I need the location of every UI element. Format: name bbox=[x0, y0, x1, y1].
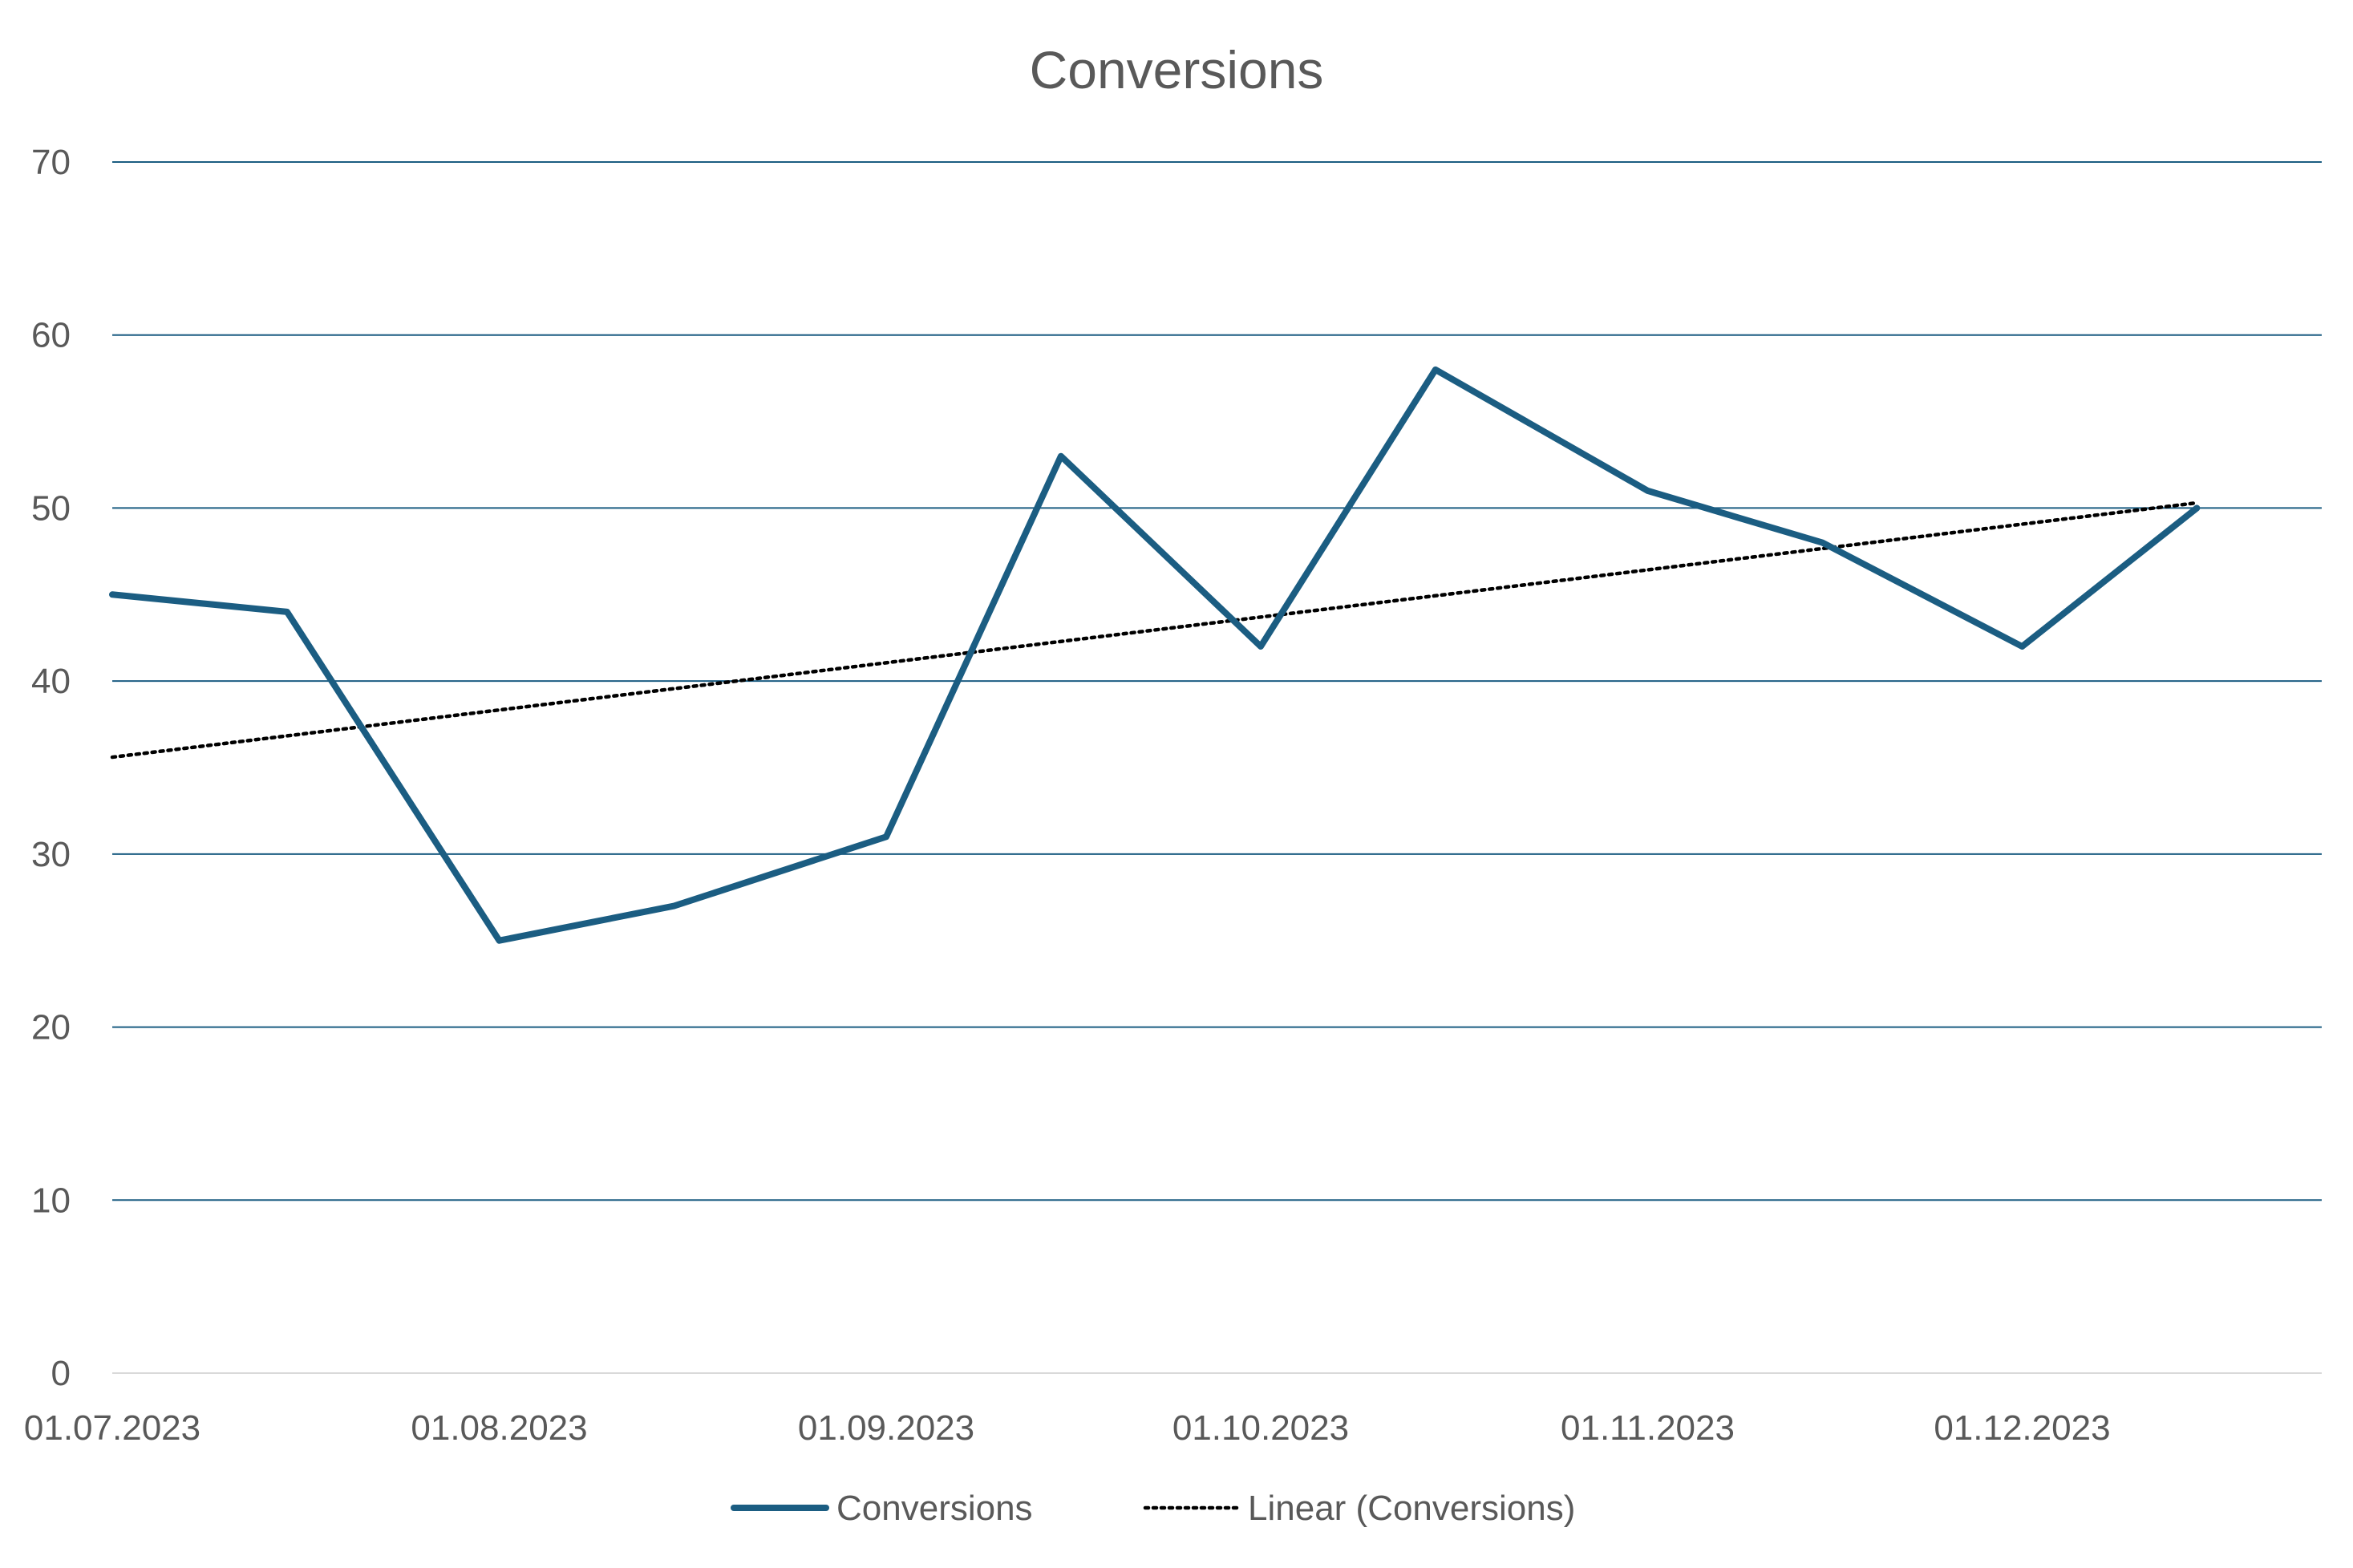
legend-label-conversions: Conversions bbox=[836, 1489, 1033, 1528]
y-tick-label: 60 bbox=[31, 316, 71, 355]
y-tick-label: 70 bbox=[31, 143, 71, 182]
trendline-layer bbox=[110, 500, 2199, 760]
y-tick-label: 10 bbox=[31, 1181, 71, 1220]
y-tick-label: 0 bbox=[51, 1354, 71, 1393]
y-tick-label: 30 bbox=[31, 835, 71, 874]
legend: Conversions Linear (Conversions) bbox=[731, 1489, 1575, 1528]
gridlines bbox=[112, 161, 2322, 1374]
chart-title: Conversions bbox=[1030, 40, 1324, 99]
legend-label-trendline: Linear (Conversions) bbox=[1248, 1489, 1575, 1528]
y-axis-ticks: 0 10 20 30 40 50 60 70 bbox=[31, 143, 71, 1393]
x-tick-label: 01.12.2023 bbox=[1934, 1408, 2110, 1448]
x-axis-ticks: 01.07.2023 01.08.2023 01.09.2023 01.10.2023… bbox=[24, 1408, 2111, 1448]
series-line-conversions bbox=[109, 366, 2201, 944]
y-tick-label: 20 bbox=[31, 1008, 71, 1047]
x-tick-label: 01.10.2023 bbox=[1172, 1408, 1349, 1448]
x-tick-label: 01.08.2023 bbox=[411, 1408, 587, 1448]
trendline bbox=[110, 500, 2199, 760]
series-layer bbox=[109, 366, 2201, 944]
y-tick-label: 50 bbox=[31, 488, 71, 528]
x-tick-label: 01.07.2023 bbox=[24, 1408, 200, 1448]
y-tick-label: 40 bbox=[31, 662, 71, 701]
x-tick-label: 01.09.2023 bbox=[798, 1408, 974, 1448]
x-tick-label: 01.11.2023 bbox=[1561, 1408, 1735, 1448]
